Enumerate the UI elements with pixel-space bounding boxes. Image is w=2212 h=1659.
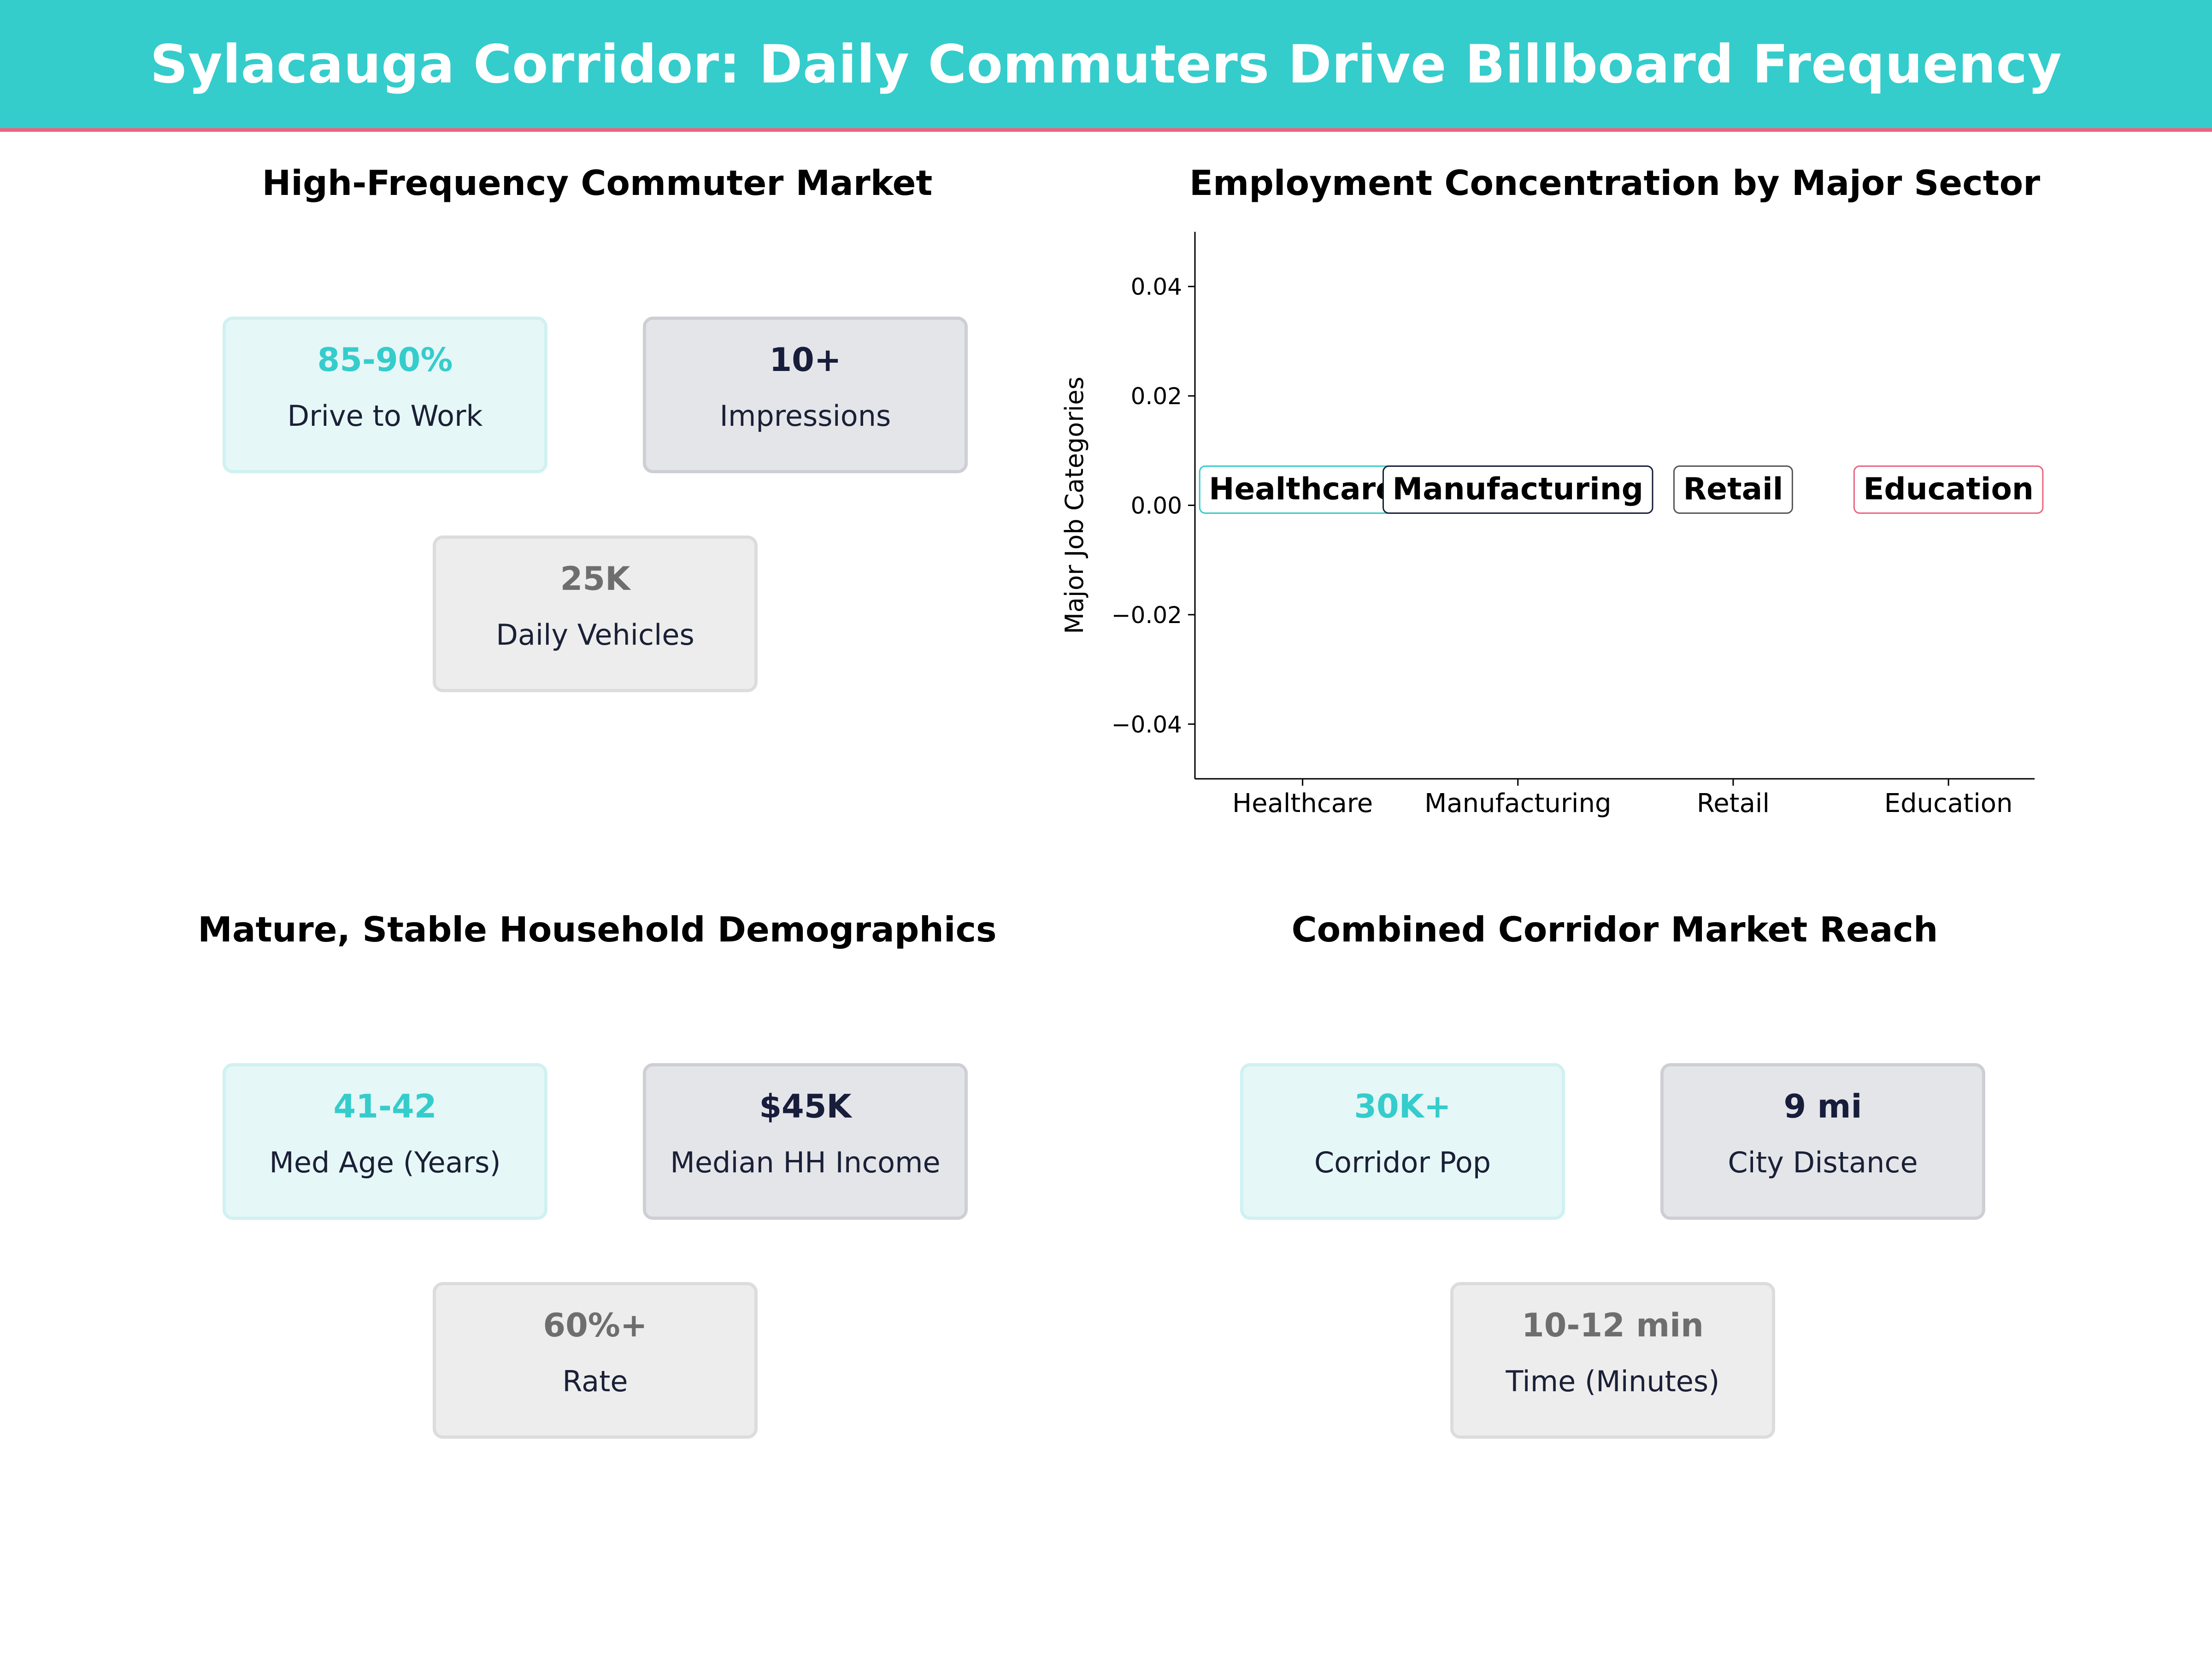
kpi-value: 10+ [769, 341, 841, 379]
data-label-education: Education [1853, 465, 2044, 514]
kpi-label: City Distance [1728, 1146, 1918, 1179]
data-label-text: Education [1863, 471, 2033, 507]
data-label-box [1382, 465, 1653, 514]
page-title: Sylacauga Corridor: Daily Commuters Driv… [150, 33, 2062, 95]
kpi-value: 10-12 min [1521, 1306, 1704, 1344]
kpi-card-impressions: 10+ Impressions [643, 317, 968, 473]
reach-panel-title: Combined Corridor Market Reach [1291, 909, 1938, 950]
data-label-box [1853, 465, 2044, 514]
data-label-retail: Retail [1673, 465, 1793, 514]
y-tick-label: 0.00 [1131, 493, 1182, 519]
x-tick-label: Manufacturing [1424, 788, 1612, 818]
kpi-card-median-income: $45K Median HH Income [643, 1063, 968, 1220]
y-axis-label: Major Job Categories [1060, 377, 1089, 634]
kpi-label: Time (Minutes) [1506, 1365, 1720, 1398]
data-label-healthcare: Healthcare [1199, 465, 1406, 514]
commuter-panel-title: High-Frequency Commuter Market [262, 163, 933, 203]
kpi-card-corridor-pop: 30K+ Corridor Pop [1240, 1063, 1565, 1220]
data-label-manufacturing: Manufacturing [1382, 465, 1653, 514]
kpi-value: 30K+ [1354, 1088, 1451, 1125]
kpi-label: Daily Vehicles [496, 618, 694, 652]
kpi-value: $45K [759, 1088, 852, 1125]
kpi-value: 85-90% [317, 341, 453, 379]
kpi-value: 9 mi [1783, 1088, 1862, 1125]
data-label-text: Retail [1683, 471, 1783, 507]
kpi-value: 41-42 [333, 1088, 437, 1125]
x-tick-label: Education [1884, 788, 2013, 818]
kpi-card-rate: 60%+ Rate [433, 1282, 758, 1439]
kpi-card-daily-vehicles: 25K Daily Vehicles [433, 535, 758, 692]
kpi-value: 60%+ [543, 1306, 647, 1344]
chart-axes: −0.04 −0.02 0.00 0.02 0.04 Major Job Categori… [1060, 232, 2035, 818]
kpi-label: Rate [562, 1365, 628, 1398]
kpi-value: 25K [560, 560, 630, 598]
kpi-label: Drive to Work [287, 399, 483, 433]
kpi-label: Impressions [719, 399, 891, 433]
x-tick-label: Healthcare [1232, 788, 1373, 818]
demographics-panel-title: Mature, Stable Household Demographics [198, 909, 997, 950]
employment-chart: −0.04 −0.02 0.00 0.02 0.04 Major Job Categori… [1060, 232, 2044, 818]
kpi-label: Median HH Income [670, 1146, 941, 1179]
kpi-card-drive-to-work: 85-90% Drive to Work [223, 317, 547, 473]
kpi-card-city-distance: 9 mi City Distance [1660, 1063, 1985, 1220]
header-banner: Sylacauga Corridor: Daily Commuters Driv… [0, 0, 2212, 132]
kpi-label: Corridor Pop [1314, 1146, 1491, 1179]
y-tick-label: −0.02 [1112, 602, 1182, 629]
kpi-card-travel-time: 10-12 min Time (Minutes) [1450, 1282, 1775, 1439]
data-label-text: Healthcare [1209, 471, 1396, 507]
data-label-box [1673, 465, 1793, 514]
kpi-label: Med Age (Years) [269, 1146, 501, 1179]
y-tick-label: 0.04 [1131, 274, 1182, 300]
data-label-text: Manufacturing [1393, 471, 1644, 507]
y-tick-label: 0.02 [1131, 383, 1182, 410]
x-tick-label: Retail [1697, 788, 1770, 818]
chart-title: Employment Concentration by Major Sector [1189, 163, 2041, 203]
y-tick-label: −0.04 [1112, 711, 1182, 738]
kpi-card-median-age: 41-42 Med Age (Years) [223, 1063, 547, 1220]
